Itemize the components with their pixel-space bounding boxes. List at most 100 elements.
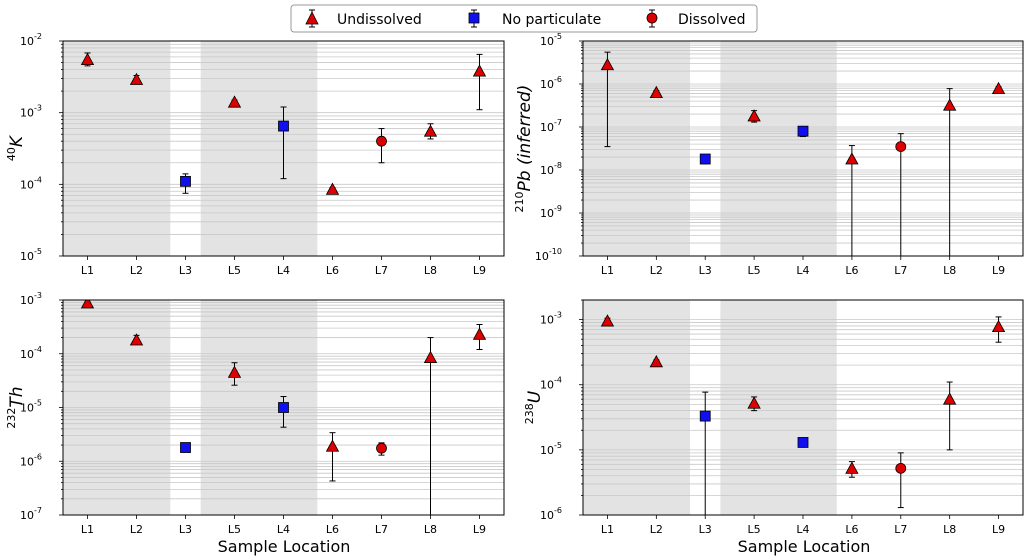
y-tick-label: 10-7: [20, 506, 42, 522]
data-points: [80, 52, 487, 195]
undissolved-point: [942, 98, 957, 111]
x-tick-label: L4: [277, 523, 290, 536]
y-tick-base: 10: [540, 164, 554, 177]
y-tick-label: 10-5: [540, 441, 562, 457]
y-label-element: U: [525, 390, 545, 403]
y-tick-label: 10-6: [540, 75, 562, 91]
triangle-marker-icon: [305, 11, 319, 25]
undissolved-point: [129, 333, 144, 346]
y-tick-exponent: -7: [554, 118, 562, 127]
x-tick-label: L3: [179, 264, 192, 277]
chart-panel-bottom-right: 10-610-510-410-3L1 L2 L3 L5 L4 L6 L7 L8 L9238USa…: [523, 299, 1024, 556]
y-tick-exponent: -9: [554, 204, 562, 213]
y-tick-label: 10-3: [20, 104, 42, 120]
y-tick-base: 10: [540, 35, 554, 48]
gridlines: [583, 299, 1023, 516]
y-tick-label: 10-6: [20, 452, 42, 468]
undissolved-point: [423, 350, 438, 363]
shaded-region: [720, 41, 837, 256]
x-tick-label: L9: [992, 264, 1005, 277]
y-tick-label: 10-7: [540, 118, 562, 134]
y-tick-label: 10-5: [20, 399, 42, 415]
y-tick-base: 10: [540, 379, 554, 392]
legend-entry-dissolved: Dissolved: [646, 9, 746, 28]
y-tick-base: 10: [20, 294, 34, 307]
x-tick-label: L8: [424, 264, 437, 277]
legend-label: Dissolved: [678, 12, 746, 28]
x-tick-label: L6: [845, 264, 858, 277]
y-tick-exponent: -5: [554, 32, 562, 41]
y-axis-label: 40K: [5, 134, 27, 161]
no-particulate-point: [180, 442, 191, 453]
undissolved-point: [227, 95, 242, 108]
undissolved-point: [942, 392, 957, 405]
y-tick-base: 10: [20, 35, 34, 48]
y-tick-base: 10: [20, 107, 34, 120]
x-tick-label: L5: [228, 523, 241, 536]
undissolved-point: [747, 396, 761, 409]
no-particulate-point: [278, 402, 289, 413]
data-points: [600, 51, 1006, 256]
x-tick-label: L3: [179, 523, 192, 536]
undissolved-point: [325, 439, 340, 452]
no-particulate-point: [797, 437, 809, 448]
y-axis-label: 238U: [523, 390, 545, 424]
y-tick-exponent: -6: [34, 452, 42, 461]
y-label-mass-number: 238: [523, 403, 536, 424]
x-tick-label: L2: [130, 523, 143, 536]
y-axis-label: 210Pb (inferred): [513, 85, 535, 213]
legend-label: Undissolved: [337, 12, 422, 28]
x-tick-label: L4: [277, 264, 290, 277]
circle-marker-icon: [646, 12, 658, 24]
y-tick-exponent: -4: [34, 345, 42, 354]
y-tick-base: 10: [20, 402, 34, 415]
y-axis-label: 232Th: [5, 386, 27, 428]
x-tick-label: L7: [894, 523, 907, 536]
y-tick-exponent: -5: [34, 399, 42, 408]
y-tick-exponent: -10: [549, 247, 562, 256]
x-tick-label: L1: [601, 264, 614, 277]
x-tick-label: L8: [943, 264, 956, 277]
no-particulate-point: [699, 410, 711, 422]
x-tick-label: L4: [796, 523, 809, 536]
x-axis-label: Sample Location: [738, 537, 871, 556]
dissolved-point: [895, 462, 907, 474]
x-tick-label: L6: [845, 523, 858, 536]
undissolved-point: [991, 319, 1006, 333]
y-tick-exponent: -6: [554, 75, 562, 84]
y-tick-label: 10-4: [20, 345, 42, 361]
y-tick-exponent: -5: [34, 247, 42, 256]
y-tick-base: 10: [20, 250, 34, 263]
y-tick-label: 10-5: [540, 32, 562, 48]
y-tick-base: 10: [540, 207, 554, 220]
x-tick-label: L7: [375, 264, 388, 277]
shaded-region: [583, 41, 691, 256]
dissolved-point: [895, 141, 907, 153]
y-tick-base: 10: [540, 121, 554, 134]
undissolved-point: [80, 52, 95, 66]
y-tick-base: 10: [540, 444, 554, 457]
data-points: [600, 314, 1006, 515]
legend-label: No particulate: [502, 12, 601, 28]
y-tick-base: 10: [20, 455, 34, 468]
axes-frame: [582, 40, 1024, 257]
x-tick-label: L2: [650, 264, 663, 277]
no-particulate-point: [180, 175, 191, 187]
x-tick-label: L9: [473, 523, 486, 536]
undissolved-point: [472, 64, 487, 77]
undissolved-point: [129, 72, 144, 85]
x-tick-label: L9: [473, 264, 486, 277]
legend-entry-undissolved: Undissolved: [305, 9, 422, 28]
undissolved-point: [845, 461, 859, 474]
shaded-region: [200, 41, 318, 256]
legend-entry-no-particulate: No particulate: [468, 9, 601, 28]
x-tick-label: L6: [326, 523, 339, 536]
shaded-region: [720, 300, 837, 515]
x-tick-label: L8: [424, 523, 437, 536]
dissolved-point: [376, 135, 387, 147]
y-tick-base: 10: [20, 178, 34, 191]
y-tick-label: 10-6: [540, 506, 562, 522]
x-tick-label: L4: [796, 264, 809, 277]
y-tick-label: 10-4: [20, 175, 42, 191]
y-tick-label: 10-2: [20, 32, 42, 48]
